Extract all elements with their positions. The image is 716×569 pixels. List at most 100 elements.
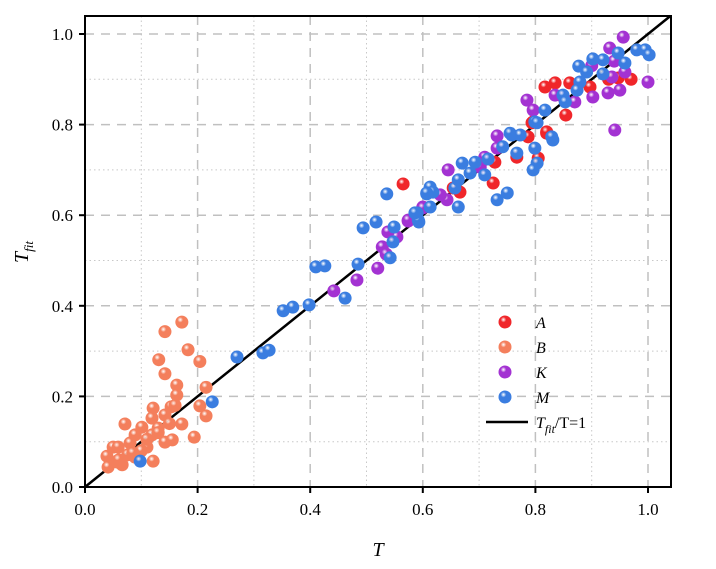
point-M bbox=[481, 152, 495, 166]
point-B bbox=[140, 432, 154, 446]
point-B bbox=[100, 449, 114, 463]
y-tick-label: 0.6 bbox=[52, 206, 73, 225]
point-A bbox=[538, 80, 552, 94]
point-M bbox=[503, 126, 517, 140]
point-M bbox=[356, 221, 370, 235]
point-B bbox=[118, 417, 132, 431]
y-tick-label: 0.8 bbox=[52, 116, 73, 135]
series-B bbox=[100, 315, 213, 474]
point-K bbox=[616, 30, 630, 44]
point-M bbox=[351, 257, 365, 271]
point-M bbox=[538, 103, 552, 117]
x-tick-label: 0.0 bbox=[74, 500, 95, 519]
point-B bbox=[170, 378, 184, 392]
point-M bbox=[451, 200, 465, 214]
point-K bbox=[327, 284, 341, 298]
point-M bbox=[570, 83, 584, 97]
data-points bbox=[100, 30, 656, 474]
point-M bbox=[338, 291, 352, 305]
plot-frame bbox=[84, 15, 672, 488]
point-M bbox=[490, 193, 504, 207]
point-B bbox=[162, 417, 176, 431]
point-M bbox=[455, 156, 469, 170]
point-M bbox=[596, 67, 610, 81]
point-M bbox=[642, 48, 656, 62]
legend-label-A: A bbox=[535, 315, 546, 332]
point-B bbox=[187, 430, 201, 444]
point-M bbox=[530, 116, 544, 130]
point-K bbox=[608, 123, 622, 137]
x-tick-label: 0.8 bbox=[525, 500, 546, 519]
y-tick-label: 1.0 bbox=[52, 25, 73, 44]
y-axis-label: Tfit bbox=[11, 241, 36, 263]
point-M bbox=[369, 215, 383, 229]
y-tick-label: 0.0 bbox=[52, 478, 73, 497]
point-M bbox=[496, 140, 510, 154]
point-K bbox=[618, 65, 632, 79]
point-A bbox=[559, 108, 573, 122]
x-tick-label: 0.4 bbox=[300, 500, 322, 519]
point-B bbox=[111, 440, 125, 454]
series-M bbox=[133, 43, 656, 468]
point-B bbox=[152, 353, 166, 367]
point-M bbox=[386, 235, 400, 249]
point-M bbox=[318, 259, 332, 273]
point-B bbox=[158, 325, 172, 339]
point-M bbox=[478, 168, 492, 182]
svg-text:Tfit: Tfit bbox=[11, 241, 36, 263]
point-M bbox=[205, 395, 219, 409]
y-tick-label: 0.4 bbox=[52, 297, 74, 316]
point-M bbox=[423, 200, 437, 214]
point-M bbox=[133, 454, 147, 468]
point-B bbox=[199, 380, 213, 394]
point-B bbox=[145, 411, 159, 425]
point-K bbox=[441, 163, 455, 177]
point-M bbox=[408, 206, 422, 220]
axis-ticks: 0.0 0.2 0.4 0.6 0.8 1.0 0.0 0.2 0.4 0.6 0.8 1.0 bbox=[52, 25, 659, 519]
point-K bbox=[641, 75, 655, 89]
legend-label-M: M bbox=[535, 390, 551, 407]
point-M bbox=[420, 186, 434, 200]
point-B bbox=[112, 453, 126, 467]
point-M bbox=[528, 141, 542, 155]
point-B bbox=[146, 401, 160, 415]
point-K bbox=[526, 103, 540, 117]
legend-label-B: B bbox=[536, 340, 546, 357]
point-B bbox=[199, 409, 213, 423]
point-M bbox=[387, 220, 401, 234]
point-M bbox=[463, 166, 477, 180]
point-B bbox=[146, 454, 160, 468]
point-M bbox=[513, 128, 527, 142]
x-axis-label: T bbox=[372, 539, 385, 561]
y-axis-label-main: T bbox=[11, 250, 33, 263]
point-M bbox=[545, 130, 559, 144]
y-tick-label: 0.2 bbox=[52, 387, 73, 406]
point-K bbox=[520, 93, 534, 107]
x-tick-label: 0.2 bbox=[187, 500, 208, 519]
point-M bbox=[611, 46, 625, 60]
point-A bbox=[548, 76, 562, 90]
point-B bbox=[193, 355, 207, 369]
point-B bbox=[101, 460, 115, 474]
point-B bbox=[168, 398, 182, 412]
point-M bbox=[596, 53, 610, 67]
point-M bbox=[510, 146, 524, 160]
point-B bbox=[181, 343, 195, 357]
legend-label-reference: Tfit/T=1 bbox=[536, 415, 586, 436]
point-B bbox=[193, 399, 207, 413]
point-M bbox=[286, 300, 300, 314]
point-A bbox=[486, 176, 500, 190]
point-M bbox=[451, 173, 465, 187]
x-tick-label: 1.0 bbox=[637, 500, 658, 519]
point-M bbox=[618, 56, 632, 70]
legend-label-K: K bbox=[535, 365, 548, 382]
point-M bbox=[580, 65, 594, 79]
legend-marker-A bbox=[498, 315, 512, 329]
point-M bbox=[468, 155, 482, 169]
point-K bbox=[350, 273, 364, 287]
point-A bbox=[583, 80, 597, 94]
legend-marker-K bbox=[498, 365, 512, 379]
x-tick-label: 0.6 bbox=[412, 500, 433, 519]
